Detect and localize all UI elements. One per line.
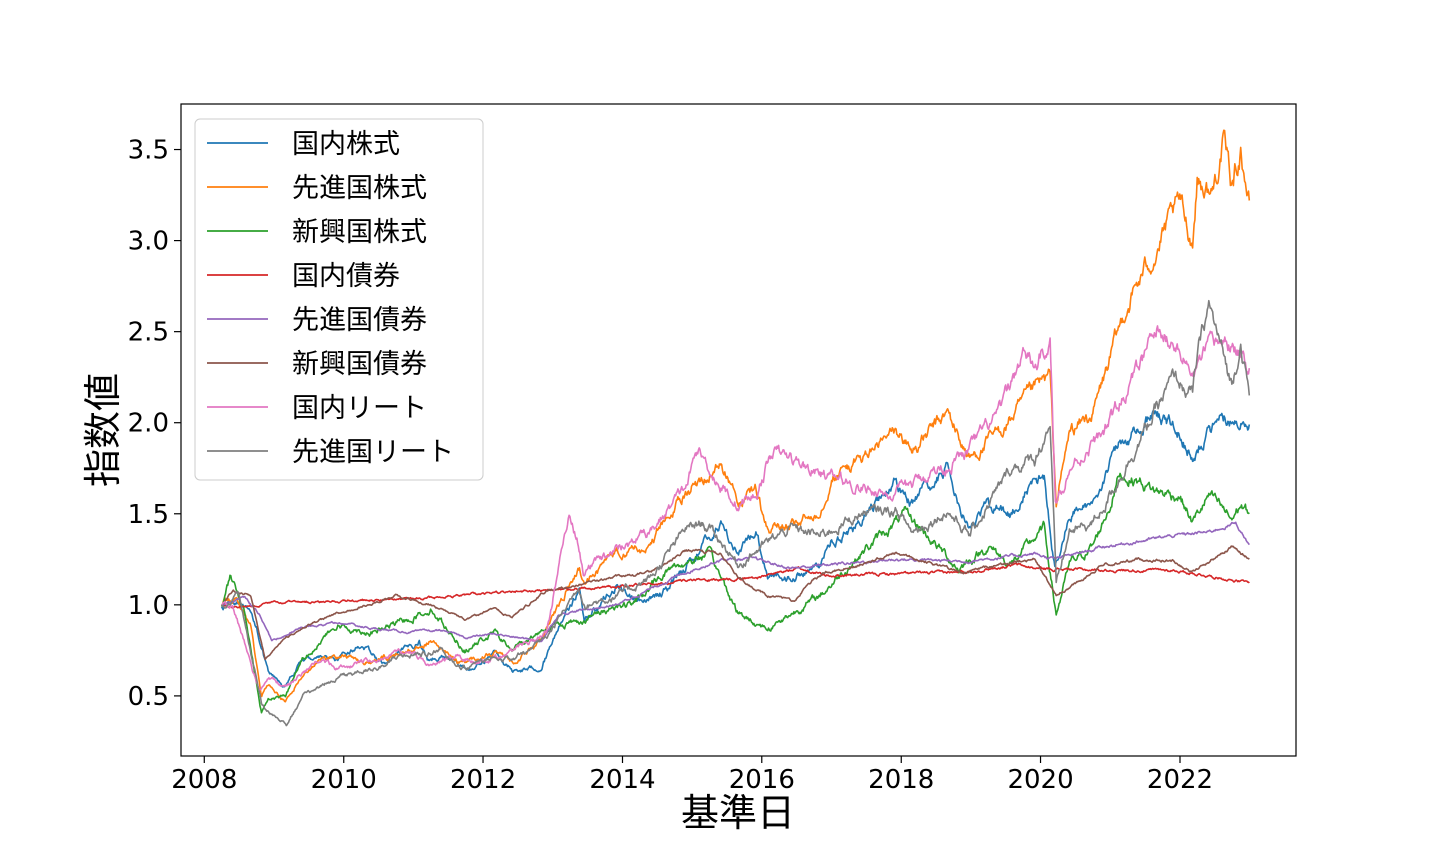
legend-label: 国内株式 — [292, 129, 400, 160]
legend-label: 先進国株式 — [292, 173, 427, 204]
x-tick-label: 2018 — [868, 765, 934, 795]
x-tick-label: 2016 — [729, 765, 795, 795]
legend-label: 先進国債券 — [292, 305, 427, 336]
y-tick-label: 2.0 — [128, 409, 169, 439]
legend-frame — [194, 118, 484, 481]
x-tick-label: 2012 — [450, 765, 516, 795]
y-tick-label: 1.5 — [128, 500, 169, 530]
y-axis-title: 指数値 — [81, 373, 125, 487]
legend-label: 国内債券 — [292, 261, 400, 292]
legend-label: 先進国リート — [292, 437, 454, 468]
series-line — [220, 129, 1251, 703]
y-tick-label: 2.5 — [128, 318, 169, 348]
y-tick-label: 3.0 — [128, 227, 169, 257]
y-axis: 0.5 1.0 1.5 2.0 2.5 3.0 3.5 — [128, 136, 181, 712]
plot-frame — [180, 103, 1297, 757]
y-tick-label: 0.5 — [128, 682, 169, 712]
y-tick-label: 3.5 — [128, 136, 169, 166]
series-layer — [220, 129, 1251, 727]
x-tick-label: 2008 — [171, 765, 237, 795]
series-line — [220, 325, 1251, 692]
series-line — [221, 299, 1251, 727]
x-axis-title: 基準日 — [681, 791, 795, 835]
x-tick-label: 2014 — [589, 765, 655, 795]
legend-label: 新興国債券 — [292, 349, 427, 380]
series-line — [220, 472, 1250, 714]
series-line — [221, 545, 1250, 661]
legend-label: 国内リート — [292, 393, 427, 424]
y-tick-label: 1.0 — [128, 591, 169, 621]
x-tick-label: 2010 — [311, 765, 377, 795]
x-tick-label: 2022 — [1147, 765, 1213, 795]
series-line — [221, 562, 1250, 609]
x-tick-label: 2020 — [1007, 765, 1073, 795]
x-axis: 2008 2010 2012 2014 2016 2018 2020 2022 — [171, 756, 1213, 795]
legend-label: 新興国株式 — [292, 217, 427, 248]
